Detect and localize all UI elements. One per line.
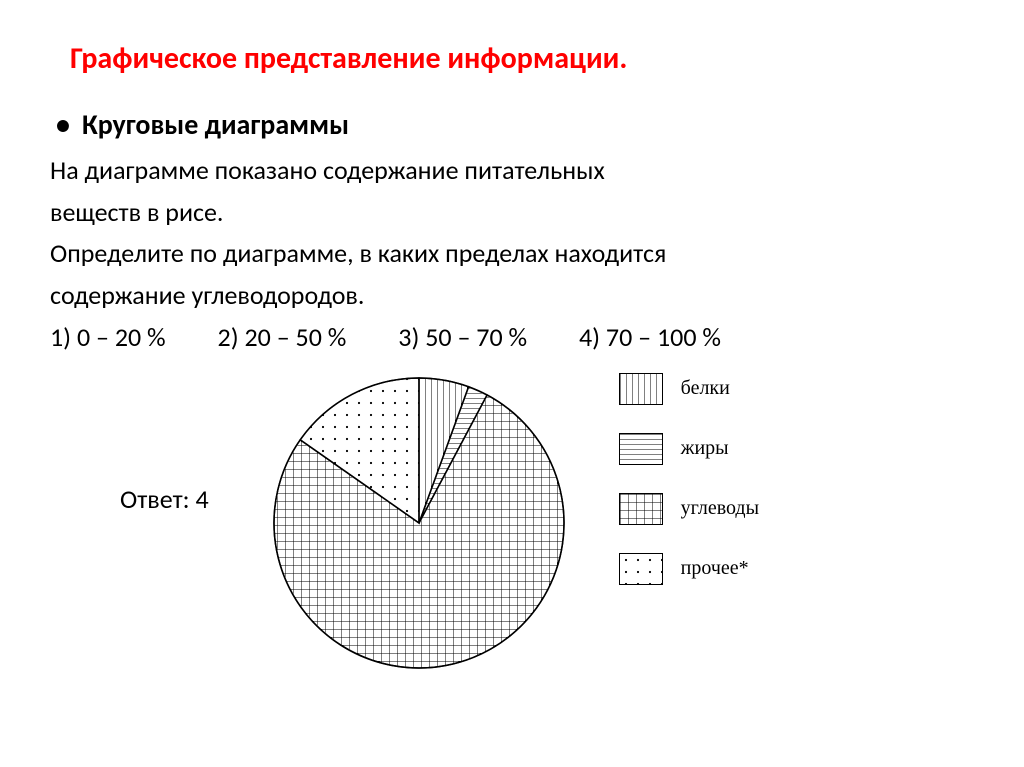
pie-chart [269, 373, 569, 673]
legend: белки жиры углеводы прочее* [619, 373, 759, 613]
option-2: 2) 20 – 50 % [218, 321, 347, 353]
legend-item: прочее* [619, 553, 759, 585]
legend-label: прочее* [681, 557, 749, 580]
bullet-icon: • [56, 107, 70, 142]
subtitle: Круговые диаграммы [82, 107, 349, 142]
lower-region: Ответ: 4 белки жиры углеводы прочее* [50, 373, 974, 673]
option-3: 3) 50 – 70 % [398, 321, 527, 353]
subtitle-row: • Круговые диаграммы [50, 107, 974, 142]
answer-label: Ответ: 4 [120, 483, 209, 515]
legend-label: жиры [681, 437, 729, 460]
page-title: Графическое представление информации. [50, 40, 974, 77]
chart-area: белки жиры углеводы прочее* [269, 373, 759, 673]
paragraph-line: Определите по диаграмме, в каких предела… [50, 235, 974, 273]
option-1: 1) 0 – 20 % [50, 321, 166, 353]
legend-swatch-dots [619, 553, 663, 585]
legend-swatch-grid [619, 493, 663, 525]
answer-options: 1) 0 – 20 % 2) 20 – 50 % 3) 50 – 70 % 4)… [50, 321, 974, 353]
legend-label: углеводы [681, 497, 759, 520]
paragraph-line: веществ в рисе. [50, 194, 974, 232]
legend-item: белки [619, 373, 759, 405]
paragraph-line: На диаграмме показано содержание питател… [50, 152, 974, 190]
legend-swatch-vlines [619, 373, 663, 405]
option-4: 4) 70 – 100 % [579, 321, 721, 353]
legend-label: белки [681, 377, 730, 400]
legend-item: углеводы [619, 493, 759, 525]
paragraph-line: содержание углеводородов. [50, 277, 974, 315]
legend-swatch-hlines [619, 433, 663, 465]
legend-item: жиры [619, 433, 759, 465]
